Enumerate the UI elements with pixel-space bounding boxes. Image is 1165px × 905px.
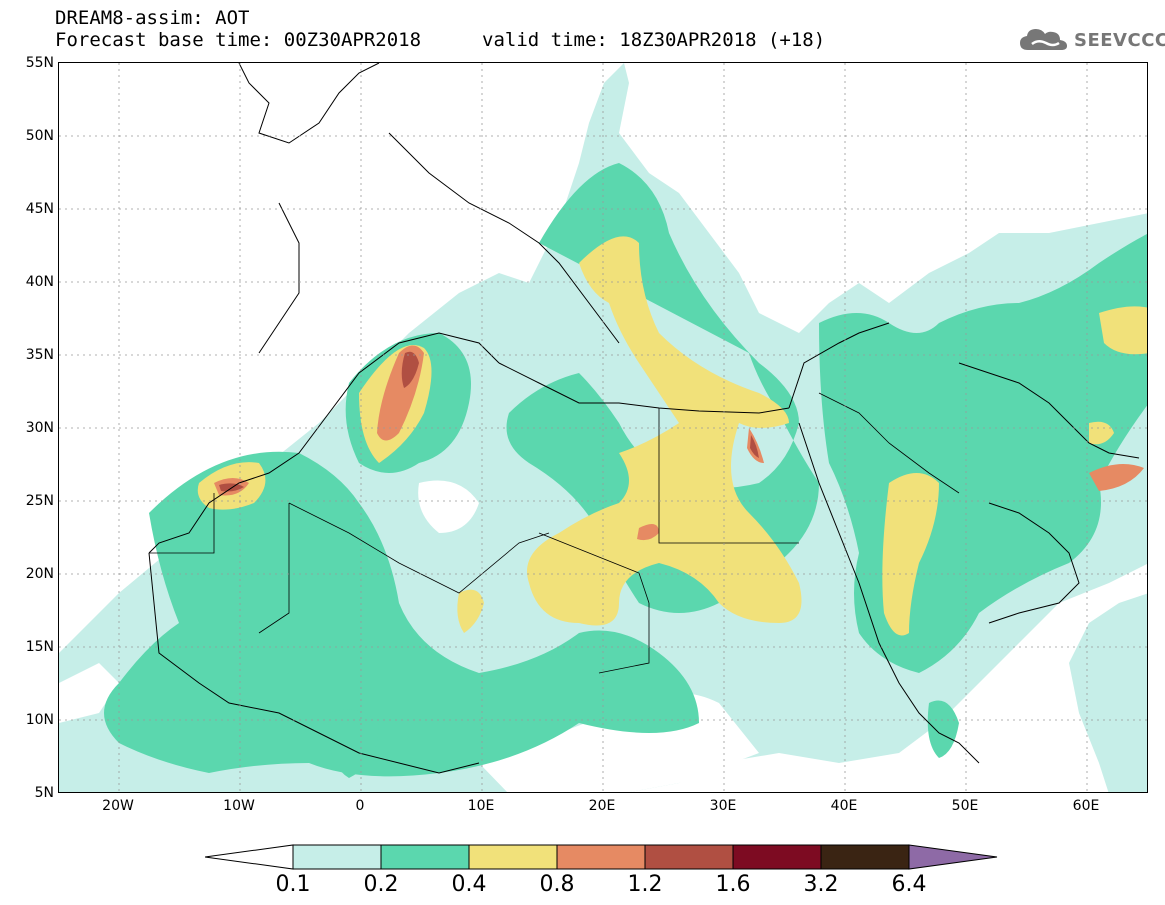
colorbar-below-triangle (205, 844, 294, 870)
colorbar-swatch-3.2 (820, 844, 910, 870)
lat-label-10n: 10N (25, 712, 54, 728)
lat-label-25n: 25N (25, 493, 54, 509)
lat-label-35n: 35N (25, 347, 54, 363)
lat-label-20n: 20N (25, 566, 54, 582)
colorbar-label-0.8: 0.8 (539, 872, 575, 897)
colorbar-label-1.6: 1.6 (715, 872, 751, 897)
colorbar-swatch-0.4 (468, 844, 558, 870)
lat-label-55n: 55N (25, 55, 54, 71)
colorbar-swatch-1.2 (644, 844, 734, 870)
lon-label-10e: 10E (467, 798, 495, 814)
logo-text: SEEVCCC (1074, 30, 1165, 51)
seevccc-logo: SEEVCCC (1018, 26, 1165, 54)
lon-label-60e: 60E (1072, 798, 1100, 814)
lat-label-15n: 15N (25, 639, 54, 655)
valid-time: valid time: 18Z30APR2018 (+18) (482, 29, 826, 51)
colorbar-label-3.2: 3.2 (803, 872, 839, 897)
lat-label-30n: 30N (25, 420, 54, 436)
colorbar-swatch-1.6 (732, 844, 822, 870)
map-panel (58, 62, 1148, 793)
colorbar-label-1.2: 1.2 (627, 872, 663, 897)
aot-level-1.2 (219, 351, 759, 492)
lon-label-20e: 20E (588, 798, 616, 814)
aot-colorbar (205, 844, 998, 870)
colorbar-label-0.2: 0.2 (363, 872, 399, 897)
cloud-icon (1020, 29, 1067, 50)
lon-label-0: 0 (355, 798, 365, 814)
lon-label-20w: 20W (102, 798, 134, 814)
lat-label-5n: 5N (34, 785, 54, 801)
aot-map (59, 63, 1147, 792)
lat-label-45n: 45N (25, 201, 54, 217)
map-title: DREAM8-assim: AOT (55, 7, 250, 29)
lon-label-10w: 10W (223, 798, 255, 814)
lat-label-40n: 40N (25, 274, 54, 290)
grid-lines (59, 63, 1147, 792)
colorbar-swatch-0.1 (292, 844, 382, 870)
lon-label-40e: 40E (830, 798, 858, 814)
lon-label-30e: 30E (709, 798, 737, 814)
coastlines (148, 63, 1140, 774)
forecast-base-time: Forecast base time: 00Z30APR2018 (55, 29, 422, 51)
borders (149, 392, 960, 674)
colorbar-above-triangle (908, 844, 998, 870)
colorbar-swatch-0.2 (380, 844, 470, 870)
lon-label-50e: 50E (951, 798, 979, 814)
colorbar-label-0.4: 0.4 (451, 872, 487, 897)
colorbar-label-0.1: 0.1 (275, 872, 311, 897)
colorbar-label-6.4: 6.4 (891, 872, 927, 897)
colorbar-swatch-0.8 (556, 844, 646, 870)
lat-label-50n: 50N (25, 128, 54, 144)
